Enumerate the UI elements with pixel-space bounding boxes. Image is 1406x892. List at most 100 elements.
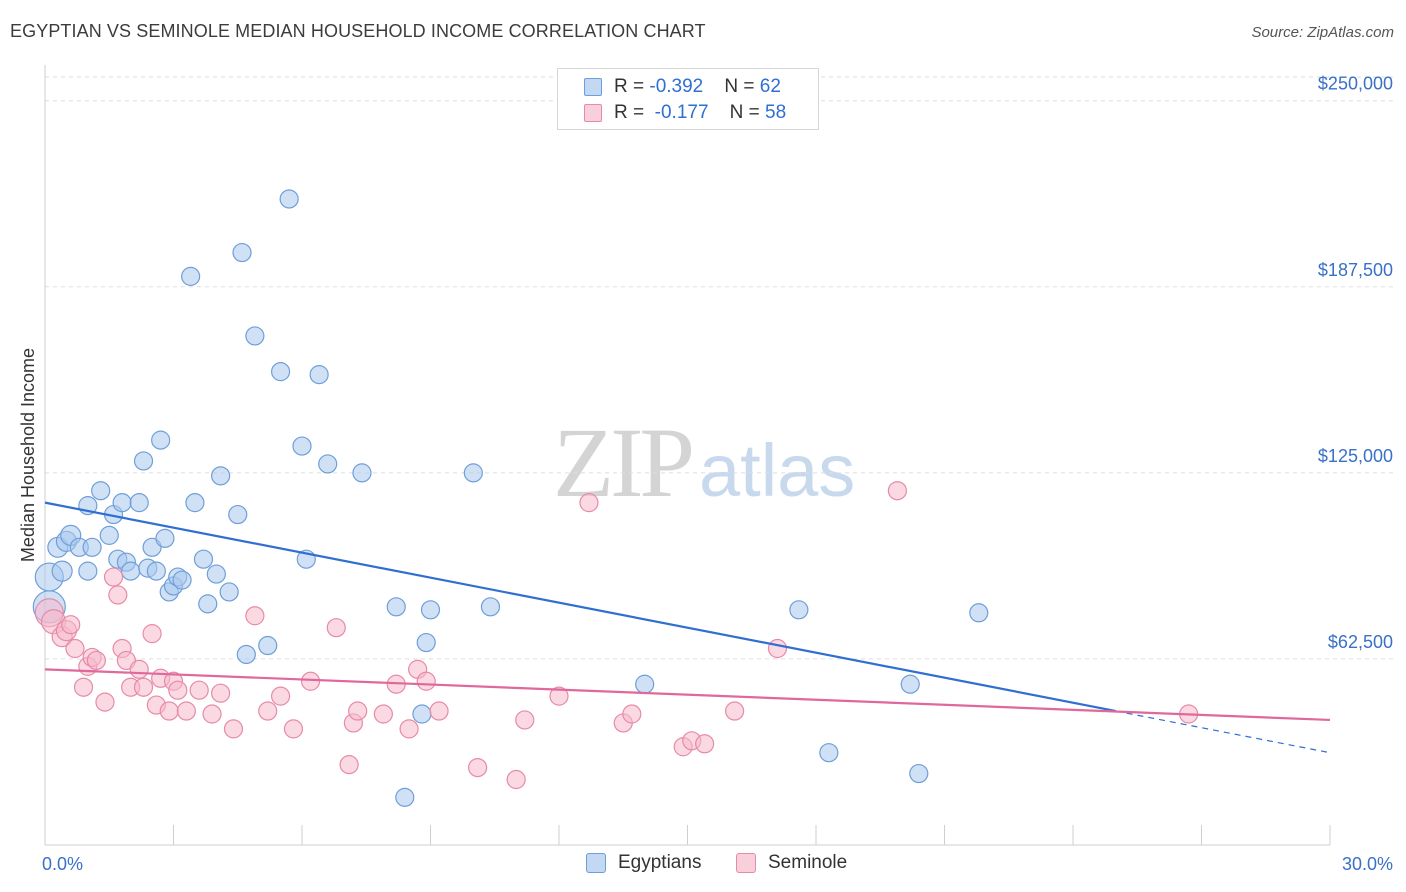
legend-label-egyptians: Egyptians	[618, 852, 702, 873]
data-point-seminole	[142, 624, 162, 644]
data-point-seminole	[622, 704, 642, 724]
data-point-seminole	[108, 585, 128, 605]
data-point-egyptians	[909, 763, 929, 784]
data-point-seminole	[159, 701, 179, 721]
legend-r-label: R =	[614, 102, 650, 123]
data-point-seminole	[326, 618, 346, 638]
watermark-zip: ZIP	[553, 407, 695, 518]
data-point-seminole	[61, 615, 81, 635]
data-point-seminole	[399, 719, 419, 739]
data-point-egyptians	[412, 704, 432, 724]
y-tick-label: $187,500	[1318, 260, 1393, 280]
data-point-egyptians	[51, 560, 73, 582]
data-point-seminole	[725, 701, 745, 721]
data-point-seminole	[202, 704, 222, 724]
data-point-egyptians	[318, 454, 338, 474]
data-point-egyptians	[99, 525, 119, 545]
data-point-egyptians	[480, 597, 501, 617]
data-point-egyptians	[969, 603, 989, 623]
data-point-egyptians	[819, 743, 839, 763]
data-point-seminole	[189, 680, 209, 700]
data-point-seminole	[506, 769, 526, 790]
data-point-egyptians	[185, 493, 205, 513]
data-point-seminole	[168, 680, 188, 700]
trend-line-seminole	[44, 668, 1331, 722]
data-point-seminole	[429, 701, 449, 721]
data-point-egyptians	[155, 528, 175, 548]
data-point-egyptians	[270, 362, 291, 382]
data-point-egyptians	[151, 430, 171, 450]
legend-n-label: N =	[724, 76, 760, 97]
legend-r-value-seminole: -0.177	[654, 102, 709, 123]
y-tick-label: $125,000	[1318, 446, 1393, 466]
data-point-egyptians	[91, 481, 111, 501]
data-point-egyptians	[395, 787, 415, 807]
data-point-egyptians	[228, 504, 248, 525]
data-point-seminole	[258, 701, 278, 721]
data-point-egyptians	[416, 632, 436, 653]
data-point-seminole	[348, 701, 368, 721]
data-point-egyptians	[193, 549, 214, 569]
data-point-egyptians	[258, 635, 278, 656]
x-tick-label: 30.0%	[1342, 854, 1393, 874]
watermark-atlas: atlas	[699, 429, 856, 512]
data-point-seminole	[767, 638, 788, 659]
data-point-egyptians	[420, 600, 441, 620]
data-point-seminole	[270, 686, 291, 706]
data-point-egyptians	[386, 597, 406, 617]
data-point-seminole	[86, 650, 107, 671]
data-point-egyptians	[463, 463, 483, 483]
data-point-seminole	[416, 671, 436, 691]
data-point-egyptians	[789, 600, 809, 620]
legend-n-value-seminole: 58	[765, 102, 787, 123]
data-point-seminole	[211, 683, 231, 703]
trend-line-extension-egyptians	[1115, 710, 1331, 754]
data-point-seminole	[133, 677, 154, 697]
data-point-egyptians	[900, 674, 920, 694]
legend-n-label: N =	[729, 102, 766, 123]
data-point-egyptians	[309, 365, 329, 385]
data-point-seminole	[515, 710, 535, 730]
data-point-egyptians	[292, 436, 312, 456]
data-point-egyptians	[82, 537, 102, 557]
data-point-egyptians	[352, 463, 372, 483]
data-point-egyptians	[245, 326, 265, 346]
data-point-seminole	[468, 757, 488, 778]
y-tick-label: $62,500	[1328, 632, 1393, 652]
y-tick-label: $250,000	[1318, 74, 1393, 94]
data-point-seminole	[65, 638, 85, 659]
data-point-egyptians	[172, 570, 192, 590]
data-point-egyptians	[133, 451, 154, 471]
legend-n-value-egyptians: 62	[759, 76, 781, 97]
data-point-egyptians	[198, 594, 218, 614]
data-point-seminole	[245, 606, 265, 626]
legend-label-seminole: Seminole	[768, 852, 848, 873]
legend-swatch-egyptians	[584, 78, 602, 96]
trend-line-egyptians	[44, 501, 1117, 713]
data-point-seminole	[223, 719, 244, 739]
data-point-seminole	[129, 659, 149, 679]
data-point-seminole	[549, 686, 569, 706]
data-point-seminole	[283, 719, 304, 739]
data-point-seminole	[339, 755, 359, 775]
data-point-egyptians	[219, 582, 239, 602]
data-point-egyptians	[206, 564, 226, 584]
source-label: Source: ZipAtlas.com	[1251, 24, 1394, 41]
legend-swatch-seminole	[736, 853, 756, 873]
y-axis-label: Median Household Income	[18, 348, 38, 562]
data-point-egyptians	[236, 644, 256, 665]
data-point-seminole	[176, 701, 196, 721]
data-point-seminole	[887, 481, 907, 501]
watermark: ZIP atlas	[553, 405, 855, 520]
data-point-egyptians	[181, 266, 201, 286]
data-point-egyptians	[146, 561, 166, 581]
data-point-seminole	[103, 567, 124, 587]
data-point-seminole	[579, 493, 599, 513]
data-point-egyptians	[635, 674, 655, 694]
data-point-egyptians	[211, 466, 231, 486]
chart-title: EGYPTIAN VS SEMINOLE MEDIAN HOUSEHOLD IN…	[10, 21, 706, 41]
legend-r-label: R =	[614, 76, 650, 97]
data-point-seminole	[95, 692, 115, 712]
data-point-egyptians	[78, 561, 98, 581]
